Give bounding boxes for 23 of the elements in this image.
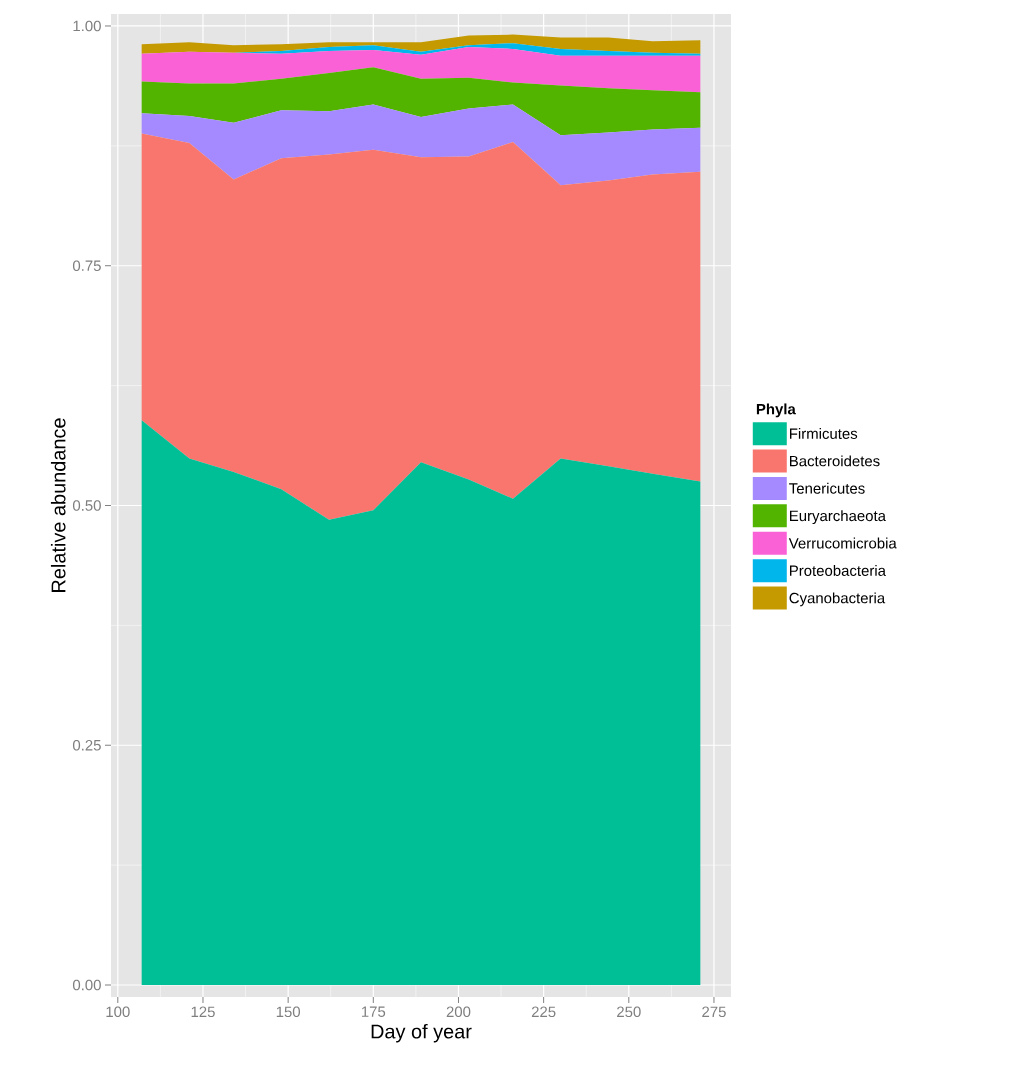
- x-tick-label: 100: [106, 1006, 130, 1018]
- y-tick-label: 1.00: [73, 20, 101, 32]
- x-axis-title: Day of year: [371, 1023, 472, 1043]
- x-tick-label: 275: [702, 1006, 726, 1018]
- legend-label: Euryarchaeota: [790, 510, 886, 525]
- y-axis-title: Relative abundance: [50, 418, 66, 592]
- legend-label: Tenericutes: [789, 482, 865, 494]
- x-tick-label: 225: [531, 1006, 556, 1018]
- y-tick-label: 0.00: [72, 979, 101, 991]
- y-tick-label: 0.50: [72, 500, 101, 511]
- legend-label: Bacteroidetes: [790, 455, 880, 467]
- x-tick-label: 125: [191, 1006, 215, 1018]
- legend-label: Firmicutes: [790, 427, 858, 439]
- legend-label: Proteobacteria: [790, 564, 886, 576]
- y-tick-label: 0.75: [72, 260, 101, 272]
- legend-title: Phyla: [756, 403, 796, 418]
- x-tick-label: 175: [361, 1006, 386, 1017]
- x-tick-label: 200: [446, 1006, 471, 1018]
- x-tick-label: 250: [617, 1006, 641, 1018]
- legend-label: Cyanobacteria: [789, 592, 886, 607]
- legend-label: Verrucomicrobia: [788, 537, 897, 549]
- y-tick-label: 0.25: [72, 739, 101, 751]
- x-tick-label: 150: [276, 1006, 301, 1018]
